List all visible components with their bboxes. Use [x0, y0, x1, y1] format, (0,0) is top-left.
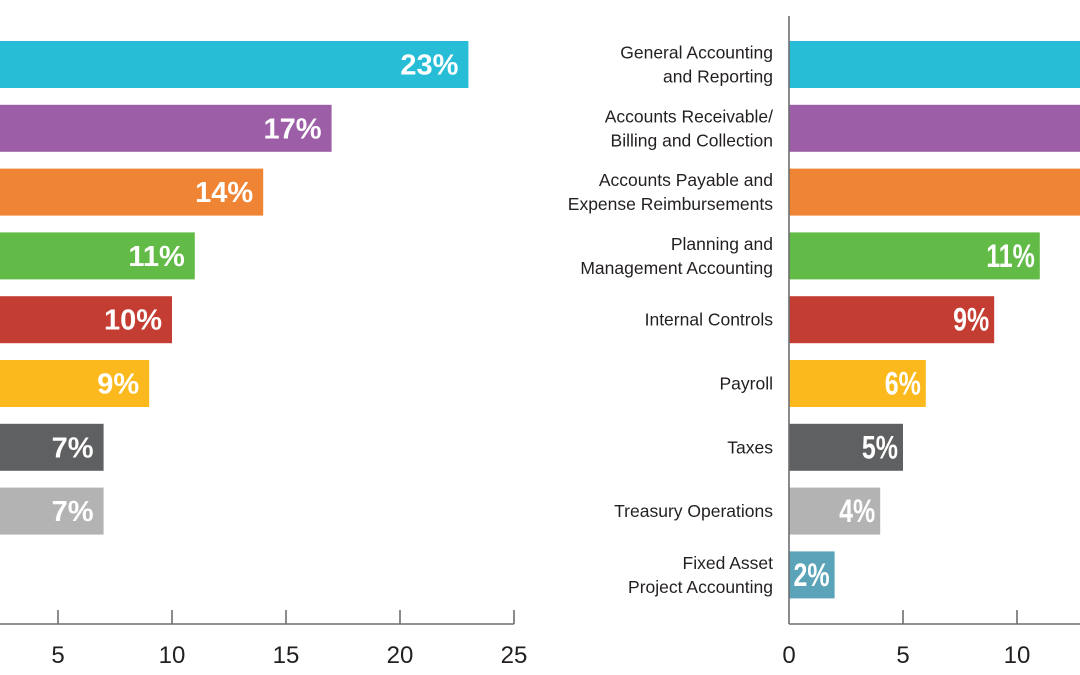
left-bar: [0, 232, 195, 280]
right-category-label: Planning and: [671, 234, 773, 254]
left-bar: [0, 168, 264, 216]
left-bar: [0, 487, 104, 535]
right-bar: [789, 232, 1040, 280]
left-bar: [0, 296, 172, 344]
right-x-tick-label: 0: [782, 642, 795, 669]
right-category-label: Project Accounting: [628, 577, 773, 597]
right-category-label: Taxes: [727, 437, 773, 457]
right-bar: [789, 360, 926, 407]
right-bar-value-label: 6%: [885, 367, 921, 403]
left-bar: [0, 104, 332, 152]
right-category-label: Expense Reimbursements: [568, 194, 773, 214]
right-bar-value-label: 5%: [862, 430, 898, 466]
right-x-tick-label: 10: [1004, 642, 1031, 669]
right-bar-value-label: 9%: [953, 303, 989, 339]
right-category-label: General Accounting: [620, 43, 773, 63]
left-bar-value-label: 14%: [195, 177, 253, 209]
right-bar-value-label: 2%: [794, 558, 830, 594]
right-x-tick-label: 5: [896, 642, 909, 669]
left-bar-chart: 23%17%14%11%10%9%7%7%5 10 15 20 25: [0, 41, 527, 669]
left-x-tick-label: 10: [159, 642, 186, 669]
right-bar: [789, 168, 1080, 216]
right-category-label: Fixed Asset: [683, 553, 774, 573]
right-bar: [789, 104, 1080, 152]
left-bar-value-label: 7%: [52, 432, 94, 464]
right-bar: [789, 487, 881, 535]
left-bar: [0, 41, 469, 88]
right-bar: [789, 41, 1080, 88]
right-bar-chart: General Accounting and Reporting Accounts …: [568, 16, 1080, 669]
right-category-label: Management Accounting: [580, 258, 773, 278]
right-category-label: Accounts Payable and: [599, 170, 773, 190]
left-bar-value-label: 9%: [97, 369, 139, 401]
left-bar-value-label: 23%: [400, 50, 458, 82]
left-x-tick-label: 20: [387, 642, 414, 669]
left-bar: [0, 360, 150, 407]
right-category-label: and Reporting: [663, 67, 773, 87]
left-bar-value-label: 7%: [52, 496, 94, 528]
right-category-label: Payroll: [720, 374, 774, 394]
right-category-label: Billing and Collection: [611, 130, 773, 150]
right-bar-value-label: 4%: [839, 494, 875, 530]
left-x-tick-label: 25: [501, 642, 528, 669]
right-category-label: Internal Controls: [645, 310, 774, 330]
right-bar-value-label: 11%: [986, 239, 1035, 275]
left-x-tick-label: 5: [51, 642, 64, 669]
right-bar: [789, 296, 995, 344]
left-bar: [0, 423, 104, 471]
left-bar-value-label: 11%: [128, 241, 185, 273]
right-bar: [789, 423, 903, 471]
right-category-label: Accounts Receivable/: [605, 106, 773, 126]
right-bar: [789, 551, 835, 599]
left-bar-value-label: 17%: [264, 113, 322, 145]
left-bar-value-label: 10%: [104, 305, 162, 337]
left-x-tick-label: 15: [273, 642, 300, 669]
right-category-label: Treasury Operations: [614, 501, 773, 521]
